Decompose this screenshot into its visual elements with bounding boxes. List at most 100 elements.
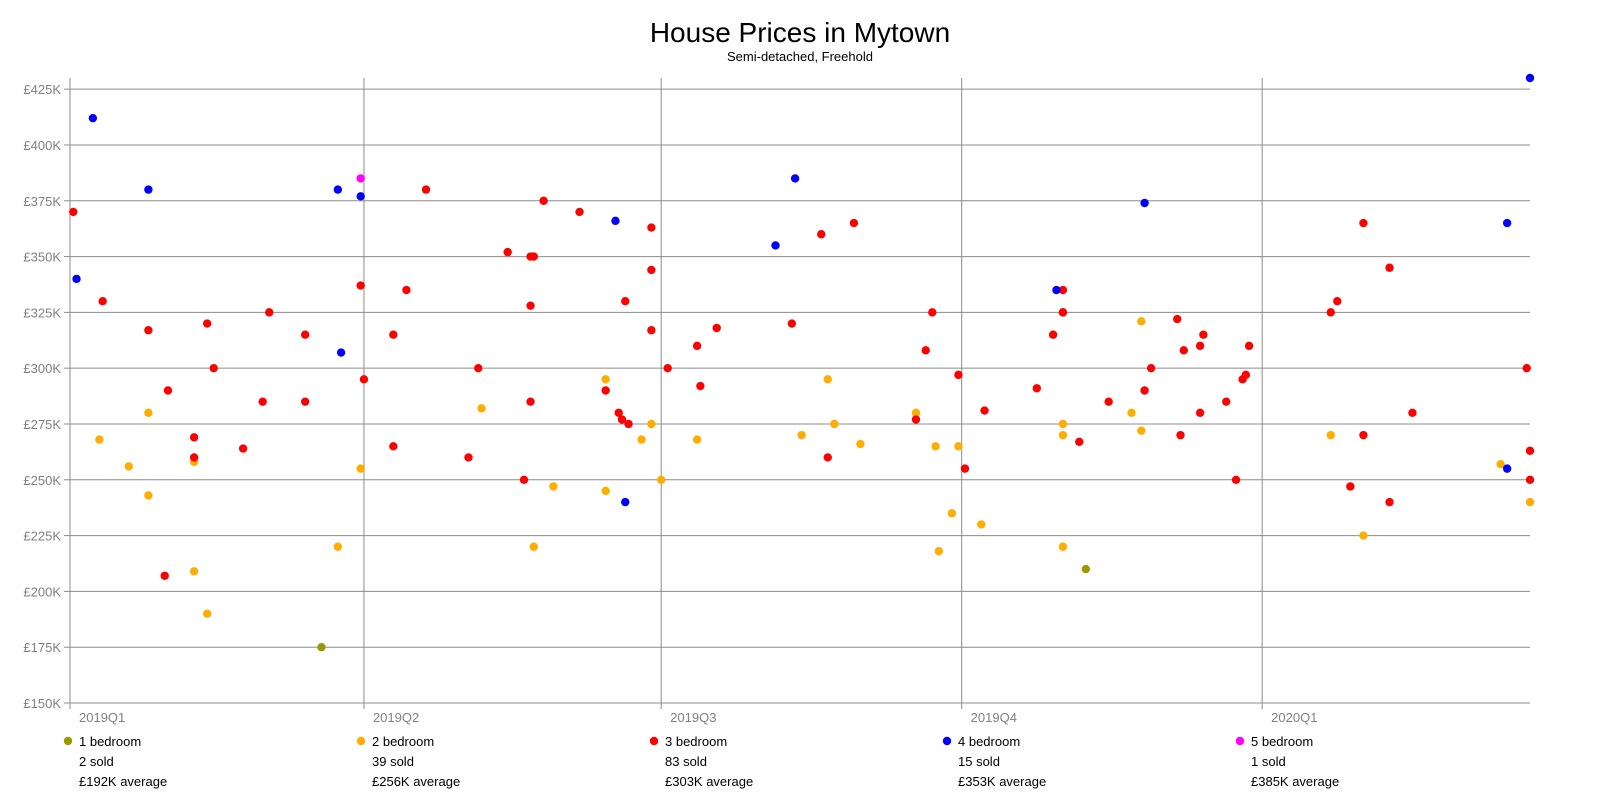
data-point — [1359, 531, 1368, 540]
y-tick-label: £325K — [23, 305, 61, 320]
data-point — [1522, 363, 1531, 373]
data-point — [144, 326, 153, 335]
legend-sold-count: 1 sold — [1251, 754, 1286, 769]
legend-label: 5 bedroom — [1251, 734, 1313, 749]
data-point — [1525, 446, 1535, 455]
data-point — [526, 397, 535, 406]
legend-sold-count: 15 sold — [958, 754, 1000, 769]
legend-marker — [942, 736, 952, 746]
data-point — [1137, 317, 1146, 326]
data-point — [421, 185, 431, 194]
chart-subtitle: Semi-detached, Freehold — [727, 49, 873, 64]
data-point — [265, 308, 274, 317]
data-point — [1385, 497, 1394, 507]
data-point — [95, 435, 104, 444]
data-point — [856, 439, 865, 449]
data-point — [692, 435, 702, 444]
legend-average: £256K average — [372, 774, 460, 789]
data-point — [817, 230, 826, 239]
data-point — [300, 330, 310, 339]
data-point — [356, 281, 365, 290]
legend-label: 3 bedroom — [665, 734, 727, 749]
data-point — [69, 207, 78, 217]
data-point — [1081, 564, 1090, 574]
legend-average: £303K average — [665, 774, 753, 789]
data-point — [1502, 464, 1512, 473]
data-point — [647, 419, 656, 429]
x-tick-label: 2019Q1 — [79, 710, 125, 725]
data-point — [1199, 330, 1208, 339]
data-point — [336, 348, 346, 357]
data-point — [300, 397, 310, 406]
data-point — [947, 509, 957, 518]
data-point — [529, 542, 539, 551]
data-point — [526, 301, 535, 310]
data-point — [1408, 408, 1417, 418]
y-tick-label: £400K — [23, 138, 61, 153]
x-tick-label: 2020Q1 — [1271, 710, 1317, 725]
data-point — [1173, 314, 1182, 324]
data-point — [519, 475, 529, 484]
data-point — [624, 419, 633, 429]
y-tick-label: £275K — [23, 417, 61, 432]
legend-average: £192K average — [79, 774, 167, 789]
y-tick-label: £425K — [23, 82, 61, 97]
data-point — [477, 404, 486, 413]
data-point — [787, 319, 797, 328]
y-tick-label: £250K — [23, 473, 61, 488]
data-point — [921, 346, 930, 355]
data-point — [189, 453, 199, 462]
data-point — [575, 207, 584, 217]
data-point — [1195, 341, 1205, 351]
data-point — [621, 497, 630, 507]
legend-marker — [63, 736, 73, 746]
legend-label: 4 bedroom — [958, 734, 1020, 749]
data-point — [72, 274, 81, 284]
legend-item: 3 bedroom 83 sold £303K average — [649, 734, 753, 789]
legend-sold-count: 83 sold — [665, 754, 707, 769]
data-point — [954, 442, 963, 451]
data-point — [656, 475, 666, 484]
data-point — [712, 323, 721, 333]
data-point — [1127, 408, 1136, 418]
data-point — [389, 442, 398, 451]
data-point — [356, 192, 365, 201]
x-tick-label: 2019Q4 — [971, 710, 1017, 725]
y-tick-label: £225K — [23, 529, 61, 544]
data-point — [663, 363, 672, 373]
data-point — [1052, 285, 1061, 295]
data-point — [539, 196, 548, 205]
data-point — [617, 415, 627, 424]
y-tick-label: £350K — [23, 250, 61, 265]
data-point — [1346, 482, 1355, 491]
data-point — [163, 386, 173, 395]
y-tick-label: £300K — [23, 361, 61, 376]
data-point — [849, 218, 859, 228]
x-tick-label: 2019Q3 — [670, 710, 716, 725]
data-point — [1140, 386, 1149, 395]
data-point — [1525, 475, 1535, 484]
data-point — [124, 462, 133, 471]
data-point — [647, 326, 656, 335]
data-point — [1137, 426, 1146, 435]
data-point — [790, 174, 800, 183]
x-tick-label: 2019Q2 — [373, 710, 419, 725]
legend-item: 4 bedroom 15 sold £353K average — [942, 734, 1046, 789]
data-point — [928, 308, 937, 317]
data-point — [549, 482, 558, 491]
data-points — [69, 73, 1535, 652]
data-point — [356, 464, 365, 473]
data-point — [823, 375, 832, 384]
data-point — [333, 185, 343, 194]
data-point — [1032, 384, 1042, 393]
data-point — [317, 642, 326, 652]
data-point — [144, 185, 153, 194]
legend-item: 1 bedroom 2 sold £192K average — [63, 734, 167, 789]
data-point — [647, 265, 656, 275]
data-point — [1179, 346, 1188, 355]
data-point — [1058, 542, 1068, 551]
legend-average: £353K average — [958, 774, 1046, 789]
data-point — [1525, 497, 1535, 507]
data-point — [1326, 430, 1335, 440]
data-point — [1241, 370, 1251, 380]
